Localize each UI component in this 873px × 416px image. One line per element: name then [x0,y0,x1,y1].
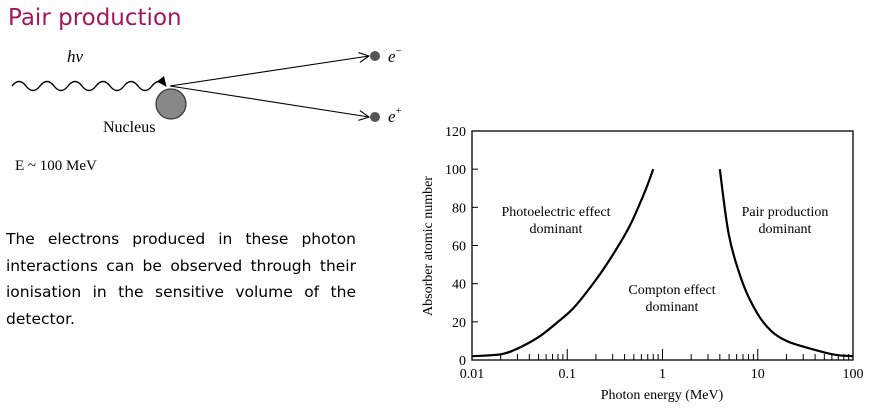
x-tick-label: 0.01 [460,367,485,382]
y-tick-label: 80 [452,201,466,216]
plot-frame [471,130,854,361]
nucleus-circle [155,88,187,120]
nucleus-label: Nucleus [103,119,155,136]
y-tick-label: 60 [452,240,466,255]
electron-symbol: e− [388,45,402,66]
photoelectric-compton-curve [471,168,655,358]
energy-label: E ~ 100 MeV [15,158,97,174]
description-paragraph: The electrons produced in these photon i… [6,230,356,328]
region-compton-line1: Compton effect [628,283,715,298]
photon-wave [11,75,167,92]
x-tick-label: 1 [659,367,666,382]
compton-pair-curve [718,169,854,358]
x-tick-label: 0.1 [559,367,577,382]
y-tick-label: 100 [445,163,466,178]
y-tick-label: 40 [452,278,466,293]
x-axis-label: Photon energy (MeV) [601,388,724,403]
region-compton-line2: dominant [646,300,699,315]
y-axis-label: Absorber atomic number [421,176,436,316]
y-tick-label: 20 [452,316,466,331]
region-photoelectric-line2: dominant [530,222,583,237]
y-tick-label: 120 [445,125,466,140]
region-pair-line1: Pair production [742,205,829,220]
electron-track [169,56,369,87]
region-pair-line2: dominant [759,222,812,237]
positron-dot [370,112,380,122]
y-tick-label: 0 [459,354,466,369]
x-tick-label: 10 [751,367,765,382]
photon-label: hν [67,47,84,66]
region-photoelectric-line1: Photoelectric effect [502,205,611,220]
x-tick-label: 100 [843,367,864,382]
positron-symbol: e+ [388,105,402,126]
page-title: Pair production [8,5,182,31]
electron-dot [370,51,380,61]
positron-track [169,85,369,117]
